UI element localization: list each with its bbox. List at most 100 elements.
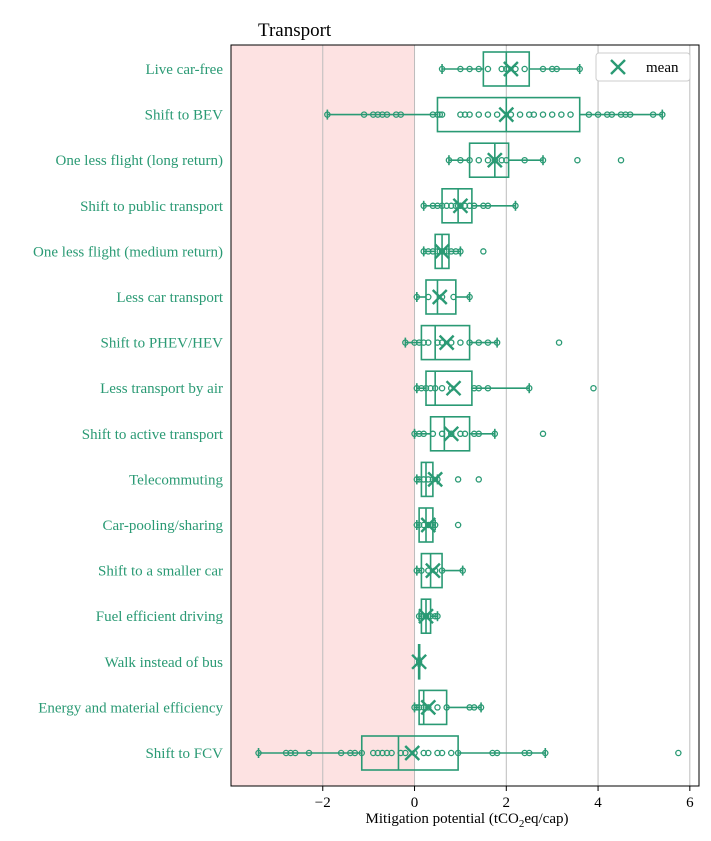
data-point: [539, 111, 547, 118]
data-point: [477, 704, 485, 711]
box-group: [255, 735, 682, 771]
data-point: [434, 704, 441, 711]
data-point: [475, 430, 483, 438]
data-point: [567, 111, 574, 118]
category-label: Live car-free: [145, 62, 223, 78]
data-point: [466, 111, 473, 118]
legend: mean: [595, 52, 691, 82]
data-point: [438, 111, 446, 118]
mean-marker: [503, 61, 519, 77]
mean-marker: [431, 289, 448, 305]
category-labels: Live car-free Shift to BEV One less flight…: [33, 62, 224, 762]
data-point: [493, 339, 501, 346]
data-point: [413, 476, 421, 483]
data-point: [351, 749, 359, 757]
data-point: [402, 749, 409, 757]
data-point: [360, 111, 368, 118]
data-point: [484, 111, 492, 118]
data-point: [617, 156, 625, 164]
box-group: [420, 188, 519, 224]
box-group: [411, 689, 485, 726]
data-point: [255, 749, 262, 757]
data-point: [454, 476, 462, 483]
legend-label: mean: [646, 60, 679, 76]
category-label: Shift to active transport: [82, 427, 224, 443]
data-point: [466, 293, 473, 301]
box-group: [402, 324, 563, 361]
data-point: [480, 248, 487, 255]
data-point: [454, 521, 462, 529]
data-point: [431, 521, 439, 529]
category-label: Car-pooling/sharing: [102, 518, 223, 534]
box-group: [420, 233, 487, 270]
x-tick-label: 6: [686, 795, 694, 811]
data-point: [454, 749, 462, 757]
data-point: [337, 749, 345, 757]
box-group: [438, 51, 583, 87]
data-point: [305, 749, 313, 757]
box-group: [413, 507, 462, 543]
data-point: [457, 339, 464, 346]
data-point: [429, 430, 437, 438]
data-point: [493, 749, 501, 757]
data-point: [438, 339, 446, 346]
category-label: Fuel efficient driving: [96, 609, 224, 625]
data-point: [512, 65, 519, 73]
data-point: [507, 111, 515, 118]
data-point: [436, 111, 444, 118]
data-point: [649, 111, 657, 118]
data-point: [383, 111, 391, 118]
data-point: [521, 65, 528, 73]
x-axis-label-subscript: 2: [519, 818, 525, 830]
data-point: [493, 111, 501, 118]
x-tick-label: 0: [411, 795, 419, 811]
data-point: [438, 384, 446, 392]
x-tick-label: 2: [503, 795, 511, 811]
data-point: [388, 749, 395, 757]
data-point: [466, 65, 473, 73]
data-point: [503, 65, 510, 73]
data-point: [397, 111, 405, 118]
data-point: [542, 749, 549, 757]
mean-marker: [434, 243, 450, 260]
mean-marker: [452, 197, 469, 214]
category-label: Walk instead of bus: [105, 655, 224, 671]
category-label: Less transport by air: [100, 381, 223, 397]
mean-marker: [404, 745, 421, 761]
mean-marker: [411, 653, 427, 670]
data-point: [457, 156, 464, 164]
data-point: [548, 111, 556, 118]
mean-marker: [498, 106, 515, 123]
data-point: [425, 704, 432, 711]
mean-marker: [418, 608, 434, 625]
x-tick-label: 4: [594, 795, 602, 811]
category-label: Less car transport: [116, 290, 223, 306]
data-point: [539, 430, 547, 438]
category-label: One less flight (long return): [56, 153, 223, 169]
data-point: [491, 156, 499, 164]
data-point: [457, 248, 464, 255]
data-point: [431, 612, 439, 620]
data-point: [438, 567, 446, 574]
data-point: [466, 156, 473, 164]
data-point: [425, 339, 432, 346]
data-point: [675, 749, 682, 757]
data-point: [447, 749, 455, 757]
data-point: [484, 65, 492, 73]
iqr-box: [468, 142, 510, 178]
data-point: [418, 567, 425, 574]
category-label: Telecommuting: [129, 472, 223, 488]
data-point: [516, 111, 524, 118]
box-group: [413, 279, 473, 315]
data-point: [413, 521, 421, 529]
data-point: [434, 612, 441, 620]
data-point: [484, 339, 492, 346]
legend-box: [595, 52, 691, 82]
data-point: [445, 156, 453, 164]
x-axis-label: Mitigation potential (tCO2eq/cap): [366, 811, 569, 830]
data-point: [413, 293, 421, 301]
category-label: Shift to a smaller car: [98, 564, 223, 580]
data-point: [525, 749, 533, 757]
data-point: [475, 384, 483, 392]
